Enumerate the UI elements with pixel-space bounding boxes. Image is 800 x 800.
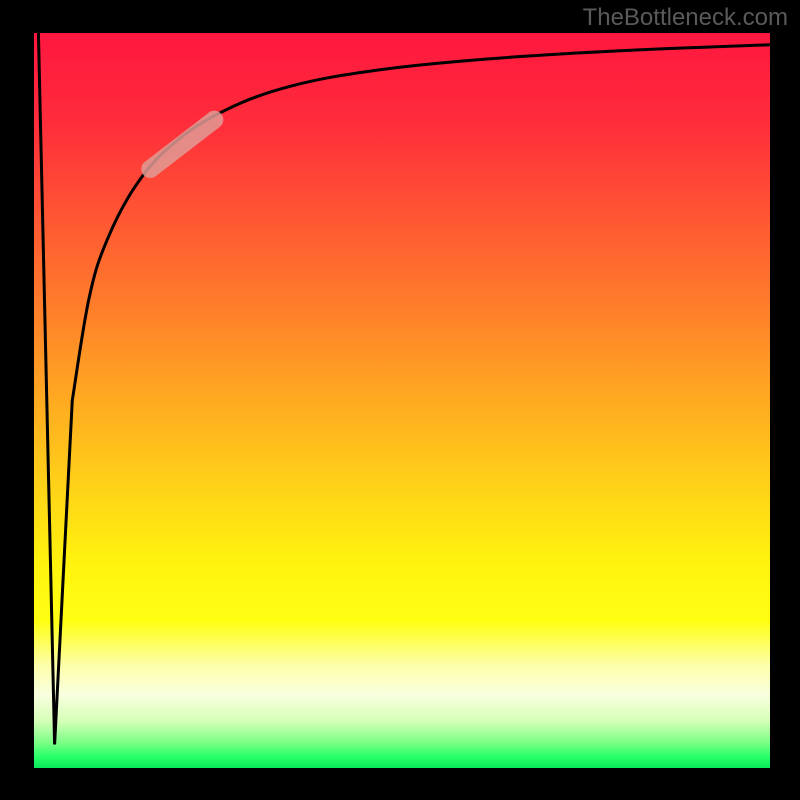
source-watermark: TheBottleneck.com bbox=[583, 4, 788, 32]
curve-layer bbox=[34, 33, 770, 768]
saturation-curve bbox=[72, 45, 770, 401]
plot-area bbox=[34, 33, 770, 768]
spike-curve bbox=[38, 33, 72, 744]
highlight-segment bbox=[150, 120, 214, 169]
chart-container: TheBottleneck.com bbox=[0, 0, 800, 800]
